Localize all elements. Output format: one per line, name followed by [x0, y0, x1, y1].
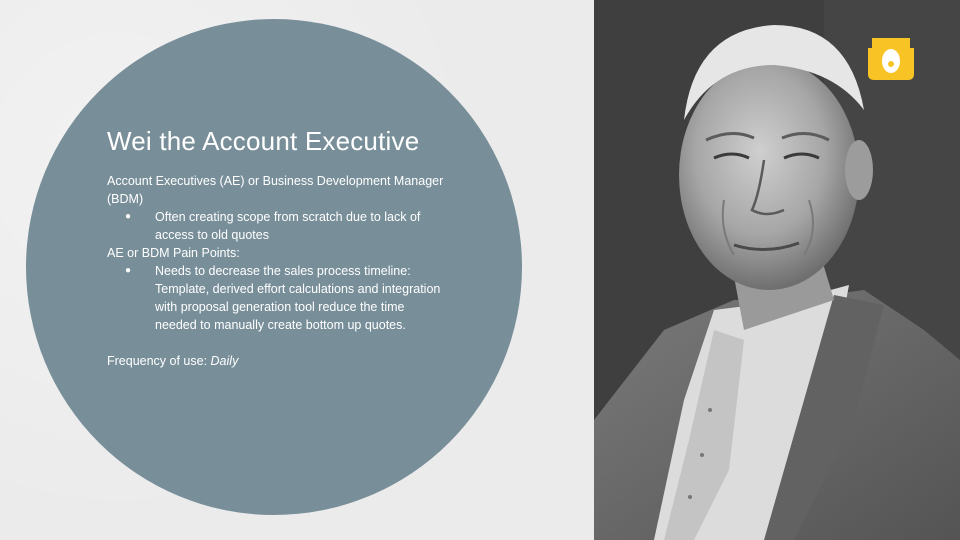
spacer: [107, 334, 447, 352]
role-bullet-text: Often creating scope from scratch due to…: [155, 210, 421, 242]
bullet-dot-icon: ●: [125, 211, 132, 222]
role-bullet: ● Often creating scope from scratch due …: [107, 208, 447, 244]
left-panel: Wei the Account Executive Account Execut…: [0, 0, 594, 540]
pain-bullet-list: ● Needs to decrease the sales process ti…: [107, 262, 447, 334]
bullet-dot-icon: ●: [125, 265, 132, 276]
frequency-value: Daily: [210, 354, 239, 368]
yellow-tag-logo-icon: [868, 38, 914, 80]
pain-bullet: ● Needs to decrease the sales process ti…: [107, 262, 447, 334]
slide-title: Wei the Account Executive: [107, 126, 420, 156]
persona-content: Wei the Account Executive Account Execut…: [107, 124, 447, 370]
role-description: Account Executives (AE) or Business Deve…: [107, 174, 444, 206]
pain-points-heading: AE or BDM Pain Points:: [107, 246, 240, 260]
frequency-label: Frequency of use:: [107, 354, 211, 368]
portrait-photo: [594, 0, 960, 540]
frequency-line: Frequency of use: Daily: [107, 352, 447, 370]
role-bullet-list: ● Often creating scope from scratch due …: [107, 208, 447, 244]
background-circle: [26, 19, 522, 515]
pain-bullet-text: Needs to decrease the sales process time…: [155, 264, 441, 332]
portrait-illustration: [594, 0, 960, 540]
